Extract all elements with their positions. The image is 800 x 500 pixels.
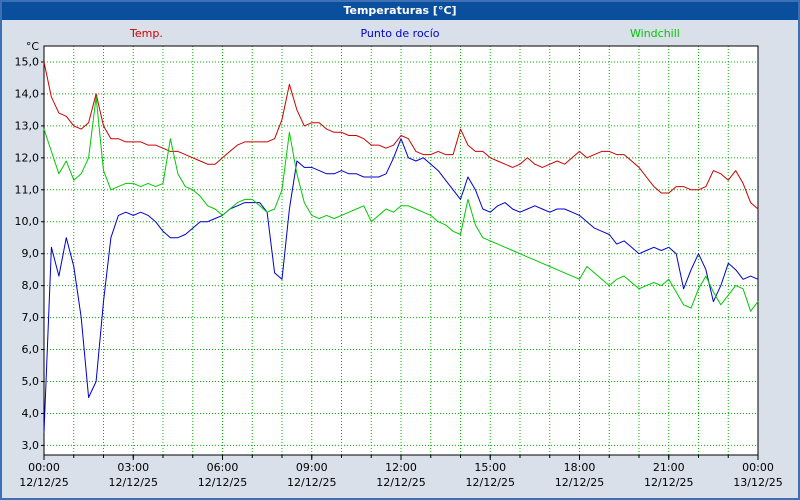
svg-text:03:00: 03:00: [117, 461, 149, 474]
svg-text:06:00: 06:00: [207, 461, 239, 474]
svg-text:12/12/25: 12/12/25: [466, 476, 515, 489]
svg-text:12/12/25: 12/12/25: [376, 476, 425, 489]
legend-dew-point: Punto de rocío: [360, 27, 440, 40]
svg-text:14,0: 14,0: [15, 87, 40, 100]
svg-text:00:00: 00:00: [742, 461, 774, 474]
svg-text:7,0: 7,0: [22, 311, 40, 324]
window-title: Temperaturas [°C]: [343, 4, 457, 17]
svg-text:15,0: 15,0: [15, 55, 40, 68]
svg-text:15:00: 15:00: [474, 461, 506, 474]
svg-text:18:00: 18:00: [564, 461, 596, 474]
svg-text:12/12/25: 12/12/25: [287, 476, 336, 489]
svg-text:09:00: 09:00: [296, 461, 328, 474]
legend-windchill: Windchill: [630, 27, 680, 40]
legend-temp: Temp.: [130, 27, 163, 40]
svg-text:9,0: 9,0: [22, 247, 40, 260]
svg-text:13,0: 13,0: [15, 119, 40, 132]
svg-text:6,0: 6,0: [22, 343, 40, 356]
svg-text:12:00: 12:00: [385, 461, 417, 474]
window-title-bar: Temperaturas [°C]: [2, 2, 798, 20]
svg-text:12,0: 12,0: [15, 151, 40, 164]
svg-text:12/12/25: 12/12/25: [644, 476, 693, 489]
svg-text:00:00: 00:00: [28, 461, 60, 474]
svg-text:12/12/25: 12/12/25: [198, 476, 247, 489]
svg-text:3,0: 3,0: [22, 439, 40, 452]
svg-text:12/12/25: 12/12/25: [555, 476, 604, 489]
svg-text:11,0: 11,0: [15, 183, 40, 196]
svg-text:10,0: 10,0: [15, 215, 40, 228]
svg-text:13/12/25: 13/12/25: [733, 476, 782, 489]
svg-text:8,0: 8,0: [22, 279, 40, 292]
svg-text:5,0: 5,0: [22, 375, 40, 388]
svg-text:°C: °C: [26, 40, 40, 53]
svg-text:12/12/25: 12/12/25: [109, 476, 158, 489]
svg-text:21:00: 21:00: [653, 461, 685, 474]
svg-text:12/12/25: 12/12/25: [19, 476, 68, 489]
svg-text:4,0: 4,0: [22, 407, 40, 420]
